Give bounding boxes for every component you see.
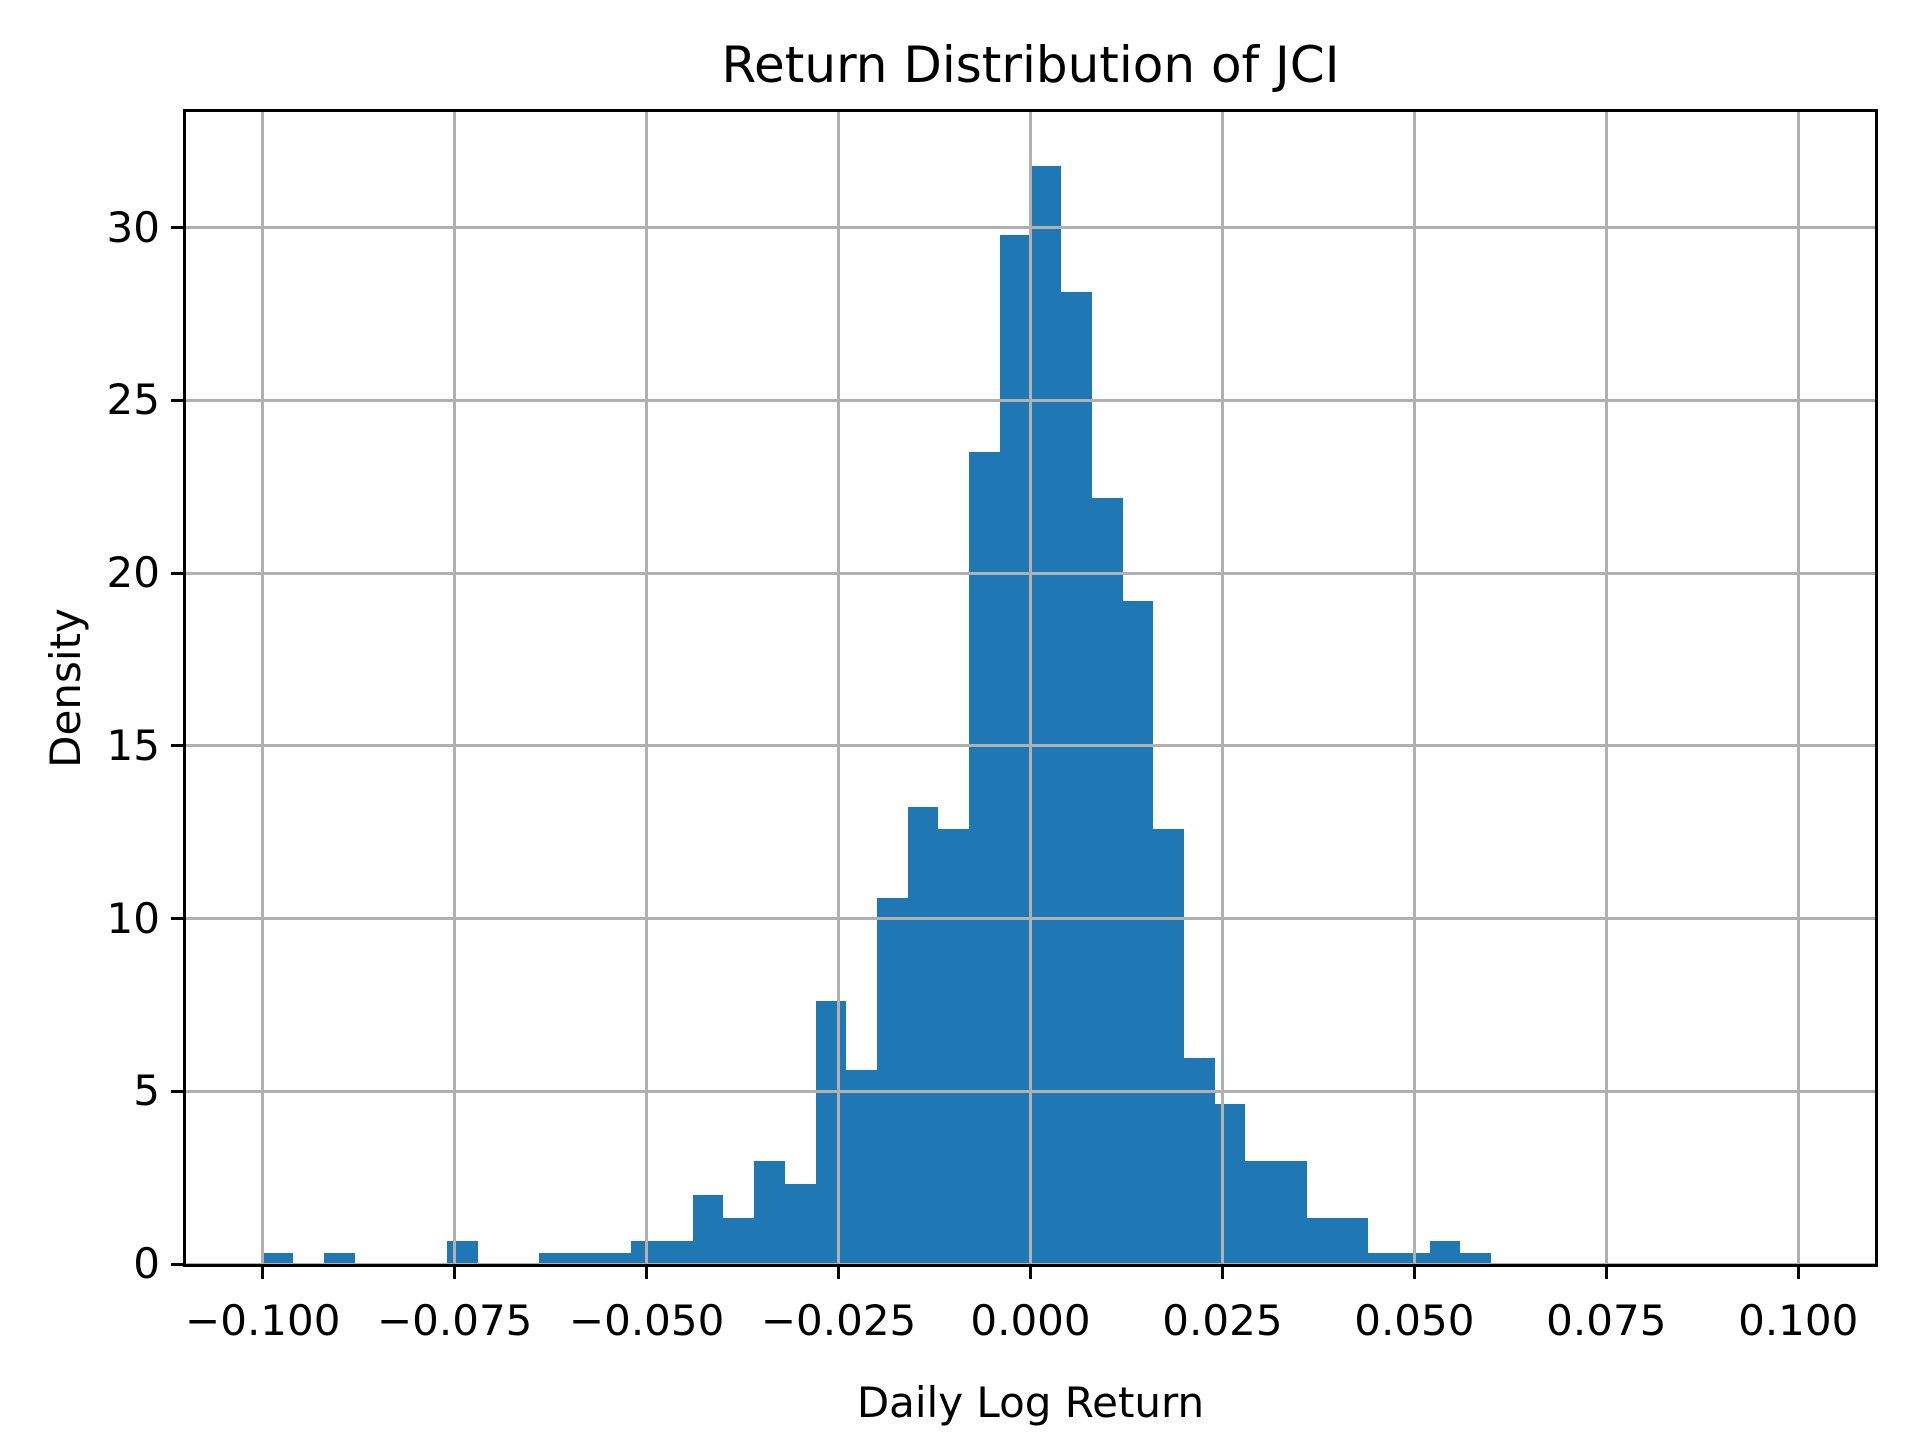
x-gridline (1796, 112, 1800, 1264)
y-gridline (186, 917, 1875, 921)
histogram-bar (1306, 1218, 1338, 1264)
x-tick-label: −0.025 (760, 1296, 917, 1345)
x-tick-label: −0.100 (185, 1296, 341, 1345)
x-tick-mark (837, 1264, 841, 1279)
x-tick-label: 0.075 (1546, 1296, 1667, 1345)
y-tick-label: 10 (106, 893, 160, 943)
x-tick-mark (1796, 1264, 1800, 1279)
histogram-bar (600, 1252, 632, 1264)
histogram-bar (784, 1183, 816, 1264)
y-tick-label: 15 (106, 720, 160, 770)
y-tick-mark (171, 226, 186, 230)
histogram-bar (876, 897, 908, 1264)
histogram-bar (539, 1252, 570, 1264)
histogram-bar (1153, 829, 1185, 1264)
histogram-bar (569, 1252, 601, 1264)
histogram-bar (1460, 1252, 1492, 1264)
x-gridline (261, 112, 265, 1264)
histogram-bar (1061, 291, 1092, 1264)
y-tick-mark (171, 398, 186, 402)
x-tick-mark (1604, 1264, 1608, 1279)
histogram-bar (262, 1252, 294, 1264)
x-tick-label: −0.050 (568, 1296, 725, 1345)
histogram-bar (1245, 1161, 1277, 1264)
y-gridline (186, 398, 1875, 402)
y-tick-mark (171, 1262, 186, 1266)
histogram-bar (815, 1000, 847, 1264)
histogram-bar (1368, 1252, 1399, 1264)
x-tick-label: 0.000 (970, 1296, 1091, 1345)
histogram-bar (692, 1195, 724, 1264)
histogram-bar (1337, 1218, 1369, 1264)
histogram-bar (907, 806, 939, 1264)
histogram-bar (1030, 165, 1062, 1264)
histogram-bar (723, 1218, 755, 1264)
histogram-bar (754, 1161, 785, 1264)
y-gridline (186, 744, 1875, 748)
y-gridline (186, 226, 1875, 230)
x-tick-label: −0.075 (376, 1296, 533, 1345)
histogram-bar (846, 1069, 877, 1264)
y-tick-label: 5 (133, 1066, 160, 1116)
bars-layer (186, 112, 1875, 1264)
x-tick-label: 0.025 (1162, 1296, 1283, 1345)
histogram-bar (1091, 497, 1123, 1264)
y-tick-label: 0 (133, 1239, 160, 1288)
x-tick-mark (1029, 1264, 1032, 1279)
y-tick-mark (171, 917, 186, 921)
histogram-bar (1276, 1161, 1307, 1264)
y-tick-label: 20 (106, 548, 160, 598)
x-gridline (645, 112, 649, 1264)
histogram-bar (969, 451, 1000, 1264)
histogram-bar (1122, 600, 1154, 1264)
x-tick-label: 0.100 (1738, 1296, 1859, 1345)
x-gridline (1604, 112, 1608, 1264)
y-tick-label: 30 (106, 202, 160, 252)
y-gridline (186, 1089, 1875, 1093)
x-gridline (1220, 112, 1224, 1264)
x-tick-label: 0.050 (1354, 1296, 1475, 1345)
histogram-bar (1429, 1241, 1461, 1264)
y-gridline (186, 571, 1875, 575)
x-tick-mark (1220, 1264, 1224, 1279)
plot-area (183, 109, 1878, 1267)
x-tick-mark (1412, 1264, 1416, 1279)
histogram-bar (1214, 1103, 1246, 1264)
y-tick-mark (171, 1089, 186, 1093)
y-tick-mark (171, 571, 186, 575)
x-gridline (453, 112, 457, 1264)
x-gridline (837, 112, 841, 1264)
y-tick-mark (171, 744, 186, 748)
x-axis-label: Daily Log Return (856, 1378, 1205, 1427)
plot-frame (183, 109, 1878, 1267)
x-gridline (1412, 112, 1416, 1264)
x-gridline (1029, 112, 1032, 1264)
x-tick-mark (645, 1264, 649, 1279)
chart-title: Return Distribution of JCI (721, 36, 1340, 94)
x-tick-mark (453, 1264, 457, 1279)
histogram-bar (324, 1252, 355, 1264)
histogram-bar (661, 1241, 693, 1264)
y-tick-label: 25 (106, 375, 160, 425)
x-tick-mark (261, 1264, 265, 1279)
histogram-bar (938, 829, 970, 1264)
